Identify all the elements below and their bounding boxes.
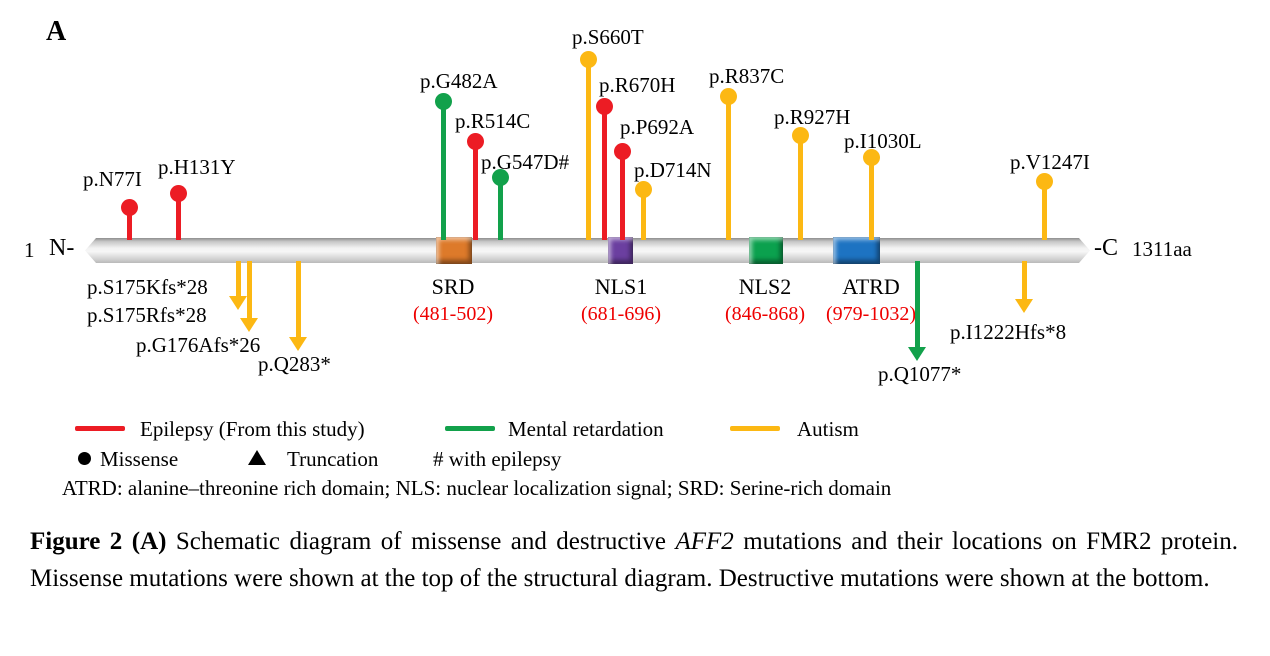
mutation-head [579,50,597,68]
truncation-arrow-stick [1021,261,1027,300]
mutation-label: p.S660T [572,25,644,49]
truncation-arrow-stick [235,261,241,297]
domain-range-label: (681-696) [581,303,661,325]
truncation-arrow-stick [914,261,920,348]
mutation-head [595,97,613,115]
legend-swatch-autism [730,426,780,431]
domain-range-label: (846-868) [725,303,805,325]
legend-swatch-mental-retardation [445,426,495,431]
truncation-label: p.Q283* [258,352,331,376]
mutation-stick [725,96,731,240]
truncation-label: p.I1222Hfs*8 [950,320,1067,344]
figure-caption: Figure 2 (A) Schematic diagram of missen… [30,524,1238,598]
mutation-head [1035,172,1053,190]
mutation-head [791,126,809,144]
domain-name-label: NLS2 [738,274,792,299]
truncation-arrowhead [229,296,247,310]
mutation-label: p.V1247I [1010,150,1090,174]
domain-box-srd [436,237,472,264]
domain-box-nls1 [608,237,633,264]
mutation-label: p.R670H [599,73,676,97]
mutation-label: p.R927H [774,105,851,129]
legend-label-mental-retardation: Mental retardation [508,417,664,441]
protein-length-label: 1311aa [1132,237,1192,261]
mutation-label: p.R837C [709,64,785,88]
mutation-label: p.H131Y [158,155,236,179]
figure-panel-label: A [46,16,67,47]
truncation-shape-icon [248,450,266,465]
mutation-stick [440,101,446,240]
caption-text-1: Schematic diagram of missense and destru… [166,528,676,555]
caption-text-2: mutations and their locations on FMR2 pr… [30,528,1238,592]
truncation-arrow-stick [246,261,252,319]
mutation-label: p.D714N [634,158,712,182]
legend-label-epilepsy: Epilepsy (From this study) [140,417,365,441]
truncation-label: p.S175Kfs*28 [87,275,208,299]
mutation-head [491,168,509,186]
truncation-label: p.S175Rfs*28 [87,303,207,327]
caption-figure-number: Figure 2 (A) [30,528,167,555]
truncation-arrowhead [289,337,307,351]
mutation-stick [797,135,803,240]
truncation-arrow-stick [295,261,301,338]
mutation-label: p.R514C [455,109,531,133]
domain-box-atrd [833,237,880,264]
mutation-label: p.N77I [83,167,142,191]
legend-label-missense: Missense [100,447,179,471]
mutation-head [613,142,631,160]
mutation-stick [1041,181,1047,240]
legend-label-truncation: Truncation [287,447,379,471]
protein-start-number: 1 [24,238,35,262]
mutation-stick [126,207,132,240]
mutation-label: p.G547D# [481,150,570,174]
protein-bar [85,238,1090,263]
n-terminus-label: N- [49,235,75,261]
caption-gene-name: AFF2 [675,528,734,555]
legend-swatch-epilepsy [75,426,125,431]
missense-shape-icon [78,452,91,465]
c-terminus-label: -C [1094,235,1118,261]
mutation-stick [601,106,607,240]
domain-range-label: (481-502) [413,303,493,325]
domain-name-label: ATRD [842,274,900,299]
domain-range-label: (979-1032) [826,303,916,325]
mutation-label: p.P692A [620,115,695,139]
domain-box-nls2 [749,237,783,264]
truncation-arrowhead [1015,299,1033,313]
truncation-label: p.G176Afs*26 [136,333,261,357]
mutation-stick [472,141,478,240]
mutation-stick [497,177,503,240]
abbreviations-note: ATRD: alanine–threonine rich domain; NLS… [62,476,892,500]
mutation-label: p.I1030L [844,129,922,153]
mutation-stick [585,59,591,240]
truncation-arrowhead [240,318,258,332]
mutation-head [120,198,138,216]
mutation-head [719,87,737,105]
truncation-arrowhead [908,347,926,361]
mutation-head [862,148,880,166]
mutation-head [634,180,652,198]
mutation-head [434,92,452,110]
mutation-stick [619,151,625,240]
mutation-head [169,184,187,202]
mutation-label: p.G482A [420,69,498,93]
truncation-label: p.Q1077* [878,362,962,386]
domain-name-label: NLS1 [594,274,648,299]
mutation-stick [175,193,181,240]
mutation-stick [868,157,874,240]
domain-name-label: SRD [431,274,475,299]
legend-label-autism: Autism [797,417,859,441]
legend-hash-note: # with epilepsy [433,447,562,471]
mutation-head [466,132,484,150]
mutation-stick [640,189,646,240]
